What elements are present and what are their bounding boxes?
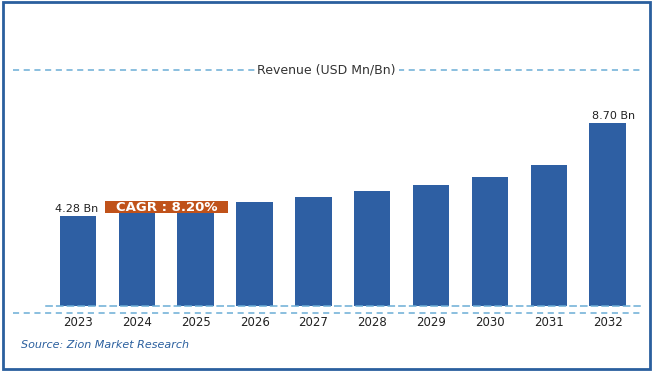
- Text: Global Tunnel Automation Market, 2018-2032 (USD Billion): Global Tunnel Automation Market, 2018-20…: [39, 23, 614, 42]
- Bar: [590, 123, 626, 306]
- Text: 8.70 Bn: 8.70 Bn: [592, 111, 635, 121]
- Bar: [119, 210, 155, 306]
- Text: CAGR : 8.20%: CAGR : 8.20%: [116, 201, 217, 214]
- Text: Source: Zion Market Research: Source: Zion Market Research: [21, 340, 189, 350]
- Bar: [530, 165, 567, 306]
- Bar: [471, 177, 508, 306]
- Bar: [354, 191, 390, 306]
- Text: Revenue (USD Mn/Bn): Revenue (USD Mn/Bn): [257, 64, 396, 77]
- Bar: [236, 202, 273, 306]
- FancyBboxPatch shape: [104, 201, 228, 213]
- Bar: [413, 184, 449, 306]
- Bar: [178, 208, 214, 306]
- Bar: [295, 197, 332, 306]
- Bar: [60, 216, 96, 306]
- Text: 4.28 Bn: 4.28 Bn: [55, 204, 99, 214]
